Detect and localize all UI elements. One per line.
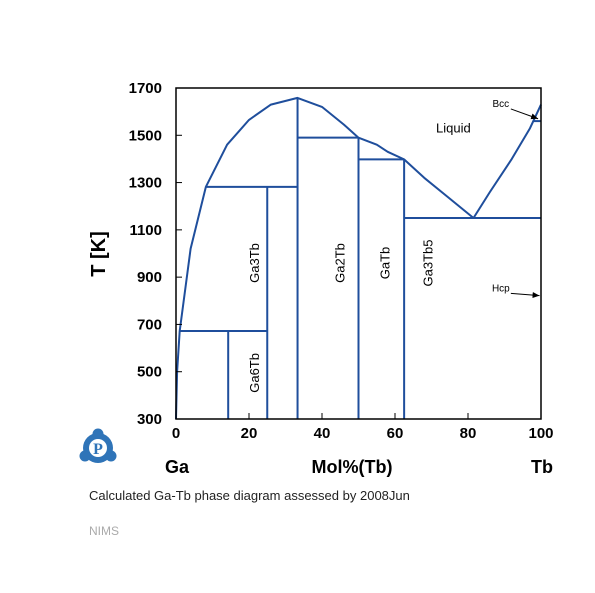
annotation-arrow xyxy=(510,292,540,299)
annotation-hcp: Hcp xyxy=(492,283,510,294)
phase-label-ga3tb5: Ga3Tb5 xyxy=(421,240,436,287)
logo-letter: P xyxy=(93,441,103,458)
phase-label-ga6tb: Ga6Tb xyxy=(247,353,262,393)
annotation-arrow xyxy=(510,108,539,120)
y-tick-label: 1300 xyxy=(129,175,162,192)
annotation-bcc: Bcc xyxy=(493,99,510,110)
y-tick-label: 1700 xyxy=(129,80,162,97)
y-tick-label: 900 xyxy=(137,269,162,286)
x-tick-label: 60 xyxy=(387,425,404,442)
phase-labels: Ga3Tb Ga6Tb Ga2Tb GaTb Ga3Tb5 Liquid Bcc Hcp xyxy=(247,99,540,393)
x-tick-label: 0 xyxy=(172,425,180,442)
x-tick-label: 40 xyxy=(314,425,331,442)
y-axis-label: T [K] xyxy=(88,231,110,277)
right-element-label: Tb xyxy=(531,457,553,477)
plot-frame xyxy=(175,87,542,420)
x-axis-label: Mol%(Tb) xyxy=(312,457,393,477)
liquidus-line xyxy=(175,96,542,420)
axis-ticks: 0 20 40 60 80 100 300 500 700 900 1100 1300 1500 1700 xyxy=(129,80,554,442)
x-tick-label: 80 xyxy=(460,425,477,442)
y-tick-label: 1500 xyxy=(129,127,162,144)
caption-text: Calculated Ga-Tb phase diagram assessed … xyxy=(89,488,360,503)
credit-label: NIMS xyxy=(89,524,119,538)
y-tick-label: 1100 xyxy=(129,222,162,239)
y-tick-label: 500 xyxy=(137,364,162,381)
phase-label-ga2tb: Ga2Tb xyxy=(333,243,348,283)
x-tick-label: 100 xyxy=(528,425,553,442)
y-tick-label: 700 xyxy=(137,316,162,333)
caption-year: 2008Jun xyxy=(359,488,410,503)
left-element-label: Ga xyxy=(165,457,190,477)
phase-label-gatb: GaTb xyxy=(378,247,393,280)
phase-boundaries xyxy=(175,96,542,420)
region-label-liquid: Liquid xyxy=(436,120,471,135)
x-tick-label: 20 xyxy=(241,425,258,442)
phase-label-ga3tb: Ga3Tb xyxy=(247,243,262,283)
figure-caption: Calculated Ga-Tb phase diagram assessed … xyxy=(89,488,410,503)
nims-logo: P xyxy=(79,428,117,463)
y-tick-label: 300 xyxy=(137,411,162,428)
